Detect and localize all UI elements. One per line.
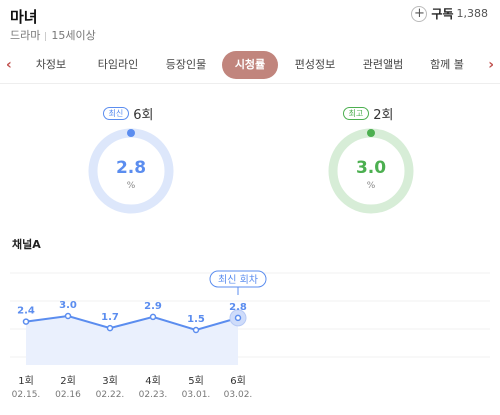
best-episode: 2회 xyxy=(373,108,394,123)
best-rating-ring: 3.0 % xyxy=(328,128,414,214)
x-date-label: 03.01. xyxy=(182,390,211,400)
plus-icon: + xyxy=(411,5,428,22)
tooltip-text: 최신 회차 xyxy=(218,274,258,286)
data-point xyxy=(192,326,200,334)
x-date-label: 02.22. xyxy=(96,390,125,400)
data-label: 1.7 xyxy=(101,312,119,323)
data-label: 3.0 xyxy=(59,300,77,311)
best-ring-graphic xyxy=(328,128,414,214)
x-tick-label: 4회 xyxy=(145,375,161,387)
chevron-left-icon[interactable]: ‹ xyxy=(6,57,12,73)
x-date-label: 02.15. xyxy=(12,390,41,400)
x-tick-label: 3회 xyxy=(102,375,118,387)
best-badge: 최고 xyxy=(342,107,370,120)
data-point xyxy=(64,312,72,320)
tab-schedule[interactable]: 편성정보 xyxy=(294,58,336,71)
meta-divider xyxy=(45,31,47,41)
latest-badge: 최신 xyxy=(102,107,130,120)
program-header: 마녀 드라마 15세이상 + 구독 1,388 xyxy=(0,0,500,48)
tab-bar: ‹ 차정보 타임라인 등장인물 시청률 편성정보 관련앨범 함께 볼 › xyxy=(0,48,500,84)
ratings-line-chart: 2.4 3.0 1.7 2.9 1.5 2.8 1회 02.15. 2회 02.16 3회 02.22… xyxy=(10,270,490,400)
data-point xyxy=(106,324,114,332)
x-tick-label: 5회 xyxy=(188,375,204,387)
latest-rating-ring: 2.8 % xyxy=(88,128,174,214)
tab-cast[interactable]: 등장인물 xyxy=(165,58,207,71)
best-rating-unit: % xyxy=(366,181,376,191)
latest-rating-value: 2.8 xyxy=(115,158,147,178)
program-meta: 드라마 15세이상 xyxy=(10,27,96,43)
tab-albums[interactable]: 관련앨범 xyxy=(362,58,404,71)
series-area xyxy=(26,316,238,365)
latest-episode: 6회 xyxy=(133,108,154,123)
chevron-right-icon[interactable]: › xyxy=(488,57,494,73)
program-title: 마녀 xyxy=(10,8,38,26)
best-rating-value: 3.0 xyxy=(355,158,387,178)
x-date-label: 03.02. xyxy=(224,390,253,400)
age-rating: 15세이상 xyxy=(51,29,96,42)
tab-together[interactable]: 함께 볼 xyxy=(430,58,464,71)
subscribe-count: 1,388 xyxy=(456,7,489,20)
latest-ring-graphic xyxy=(88,128,174,214)
latest-rating-header: 최신 6회 xyxy=(78,104,178,123)
x-date-label: 02.23. xyxy=(139,390,168,400)
tab-ratings[interactable]: 시청률 xyxy=(222,51,278,79)
latest-rating-unit: % xyxy=(126,181,136,191)
data-point xyxy=(234,314,242,322)
series-line xyxy=(25,314,239,332)
channel-label: 채널A xyxy=(12,238,41,251)
data-label: 2.9 xyxy=(144,301,162,312)
data-label: 2.4 xyxy=(17,306,35,317)
data-label: 1.5 xyxy=(187,314,205,325)
x-tick-label: 1회 xyxy=(18,375,34,387)
subscribe-label: 구독 xyxy=(431,7,454,21)
x-date-label: 02.16 xyxy=(55,390,81,400)
data-point xyxy=(22,318,30,325)
x-tick-label: 6회 xyxy=(230,375,246,387)
best-rating-header: 최고 2회 xyxy=(318,104,418,123)
subscribe-button[interactable]: + 구독 1,388 xyxy=(411,5,488,22)
tab-info[interactable]: 차정보 xyxy=(35,58,67,71)
tab-timeline[interactable]: 타임라인 xyxy=(97,58,139,71)
data-label: 2.8 xyxy=(229,302,247,313)
genre-label: 드라마 xyxy=(10,29,41,42)
data-point xyxy=(149,313,157,321)
x-tick-label: 2회 xyxy=(60,375,76,387)
